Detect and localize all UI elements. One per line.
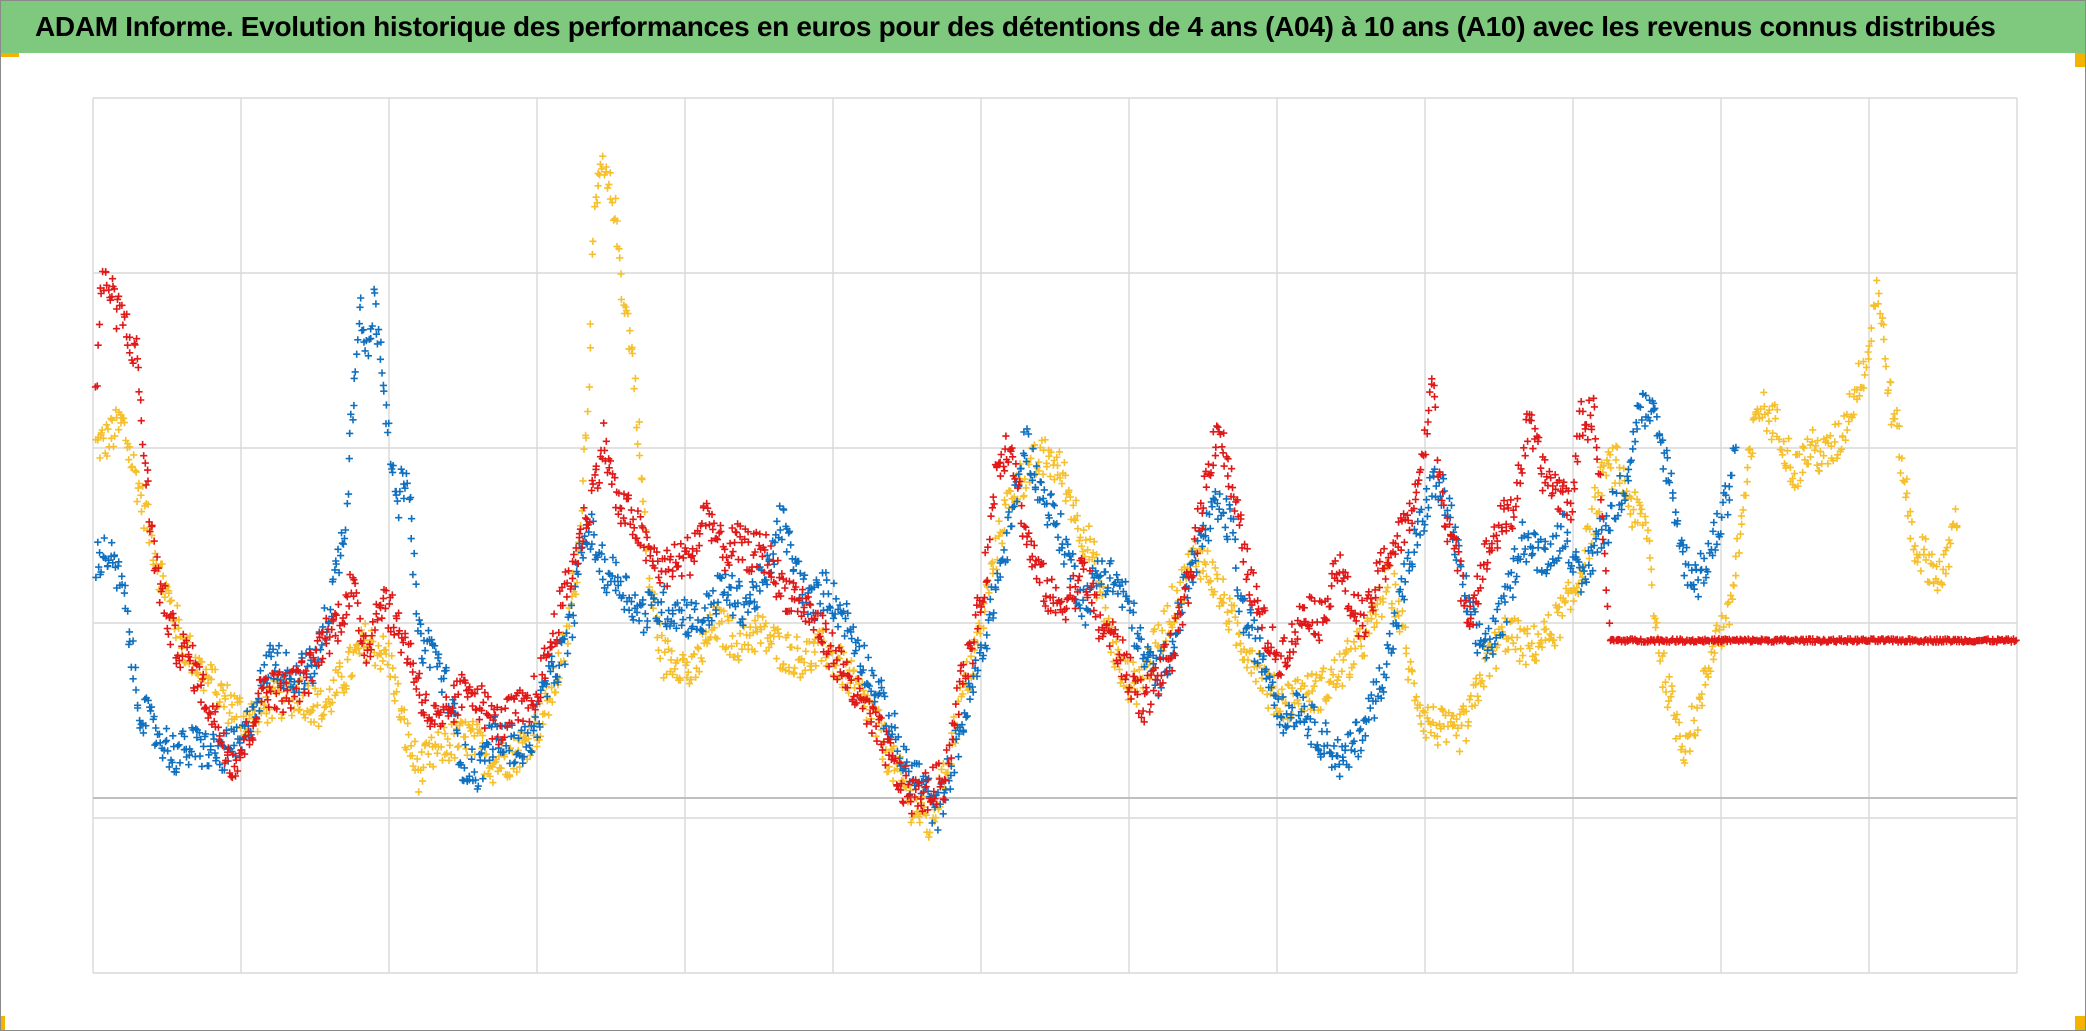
corner-mark-top-left bbox=[1, 53, 19, 57]
title-bar: ADAM Informe. Evolution historique des p… bbox=[1, 1, 2085, 53]
corner-mark-bottom-right bbox=[2075, 1016, 2085, 1030]
chart-title: ADAM Informe. Evolution historique des p… bbox=[35, 11, 1996, 42]
series-0-markers bbox=[92, 152, 1961, 841]
series-2 bbox=[91, 267, 2020, 818]
series-2-markers bbox=[91, 267, 2020, 818]
series-0 bbox=[92, 152, 1961, 841]
reference-line-layer bbox=[93, 797, 2017, 819]
series-1-markers bbox=[92, 285, 1740, 834]
corner-mark-bottom-left bbox=[1, 1016, 5, 1030]
grid-layer bbox=[92, 97, 2018, 974]
corner-mark-top-right bbox=[2075, 53, 2085, 67]
series-1 bbox=[92, 285, 1740, 834]
series-layer bbox=[91, 152, 2020, 841]
